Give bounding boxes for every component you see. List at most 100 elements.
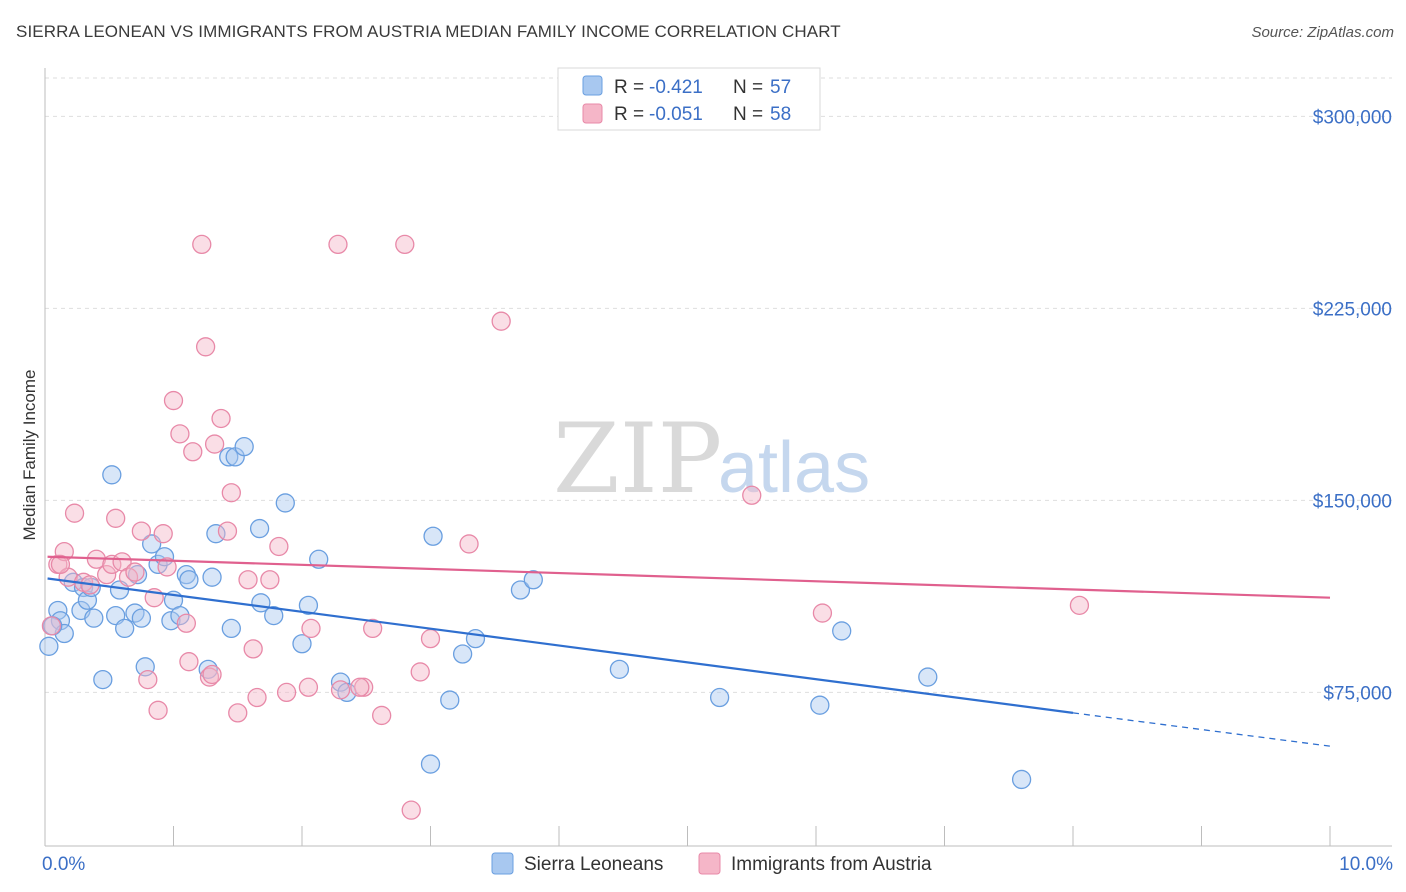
point-austria: [153, 524, 173, 544]
point-sierra-leonean: [176, 564, 197, 585]
point-sierra-leonean: [298, 595, 319, 616]
legend-n-value-pink: 58: [770, 104, 791, 125]
point-austria: [298, 677, 319, 697]
point-austria: [195, 337, 216, 357]
point-austria: [170, 424, 190, 444]
point-austria: [50, 554, 71, 575]
point-austria: [350, 677, 370, 697]
point-sierra-leonean: [39, 636, 59, 656]
point-austria: [179, 652, 199, 672]
point-austria: [97, 564, 117, 585]
point-sierra-leonean: [1011, 769, 1032, 790]
point-sierra-leonean: [179, 570, 199, 590]
point-austria: [163, 390, 184, 411]
trend-lines: [47, 555, 1331, 747]
point-austria: [269, 536, 289, 557]
point-austria: [372, 705, 392, 726]
watermark-atlas: atlas: [718, 428, 870, 508]
point-austria: [106, 508, 126, 528]
legend-r-value-blue: -0.421: [649, 77, 703, 98]
point-sierra-leonean: [170, 605, 190, 626]
point-austria: [131, 521, 152, 541]
point-sierra-leonean: [609, 659, 630, 680]
point-sierra-leonean: [77, 590, 98, 610]
point-sierra-leonean: [523, 570, 543, 590]
point-sierra-leonean: [221, 618, 241, 639]
point-sierra-leonean: [115, 618, 135, 639]
point-sierra-leonean: [206, 524, 226, 544]
point-sierra-leonean: [249, 518, 270, 539]
point-austria: [228, 703, 248, 723]
watermark: ZIP atlas: [553, 403, 870, 515]
y-tick-labels: $75,000 $150,000 $225,000 $300,000: [1313, 107, 1392, 704]
point-sierra-leonean: [234, 436, 254, 457]
point-sierra-leonean: [465, 628, 486, 649]
point-sierra-leonean: [452, 644, 473, 664]
point-sierra-leonean: [292, 634, 312, 654]
point-sierra-leonean: [510, 580, 531, 600]
grid-lines: [45, 77, 1392, 693]
point-austria: [211, 408, 231, 429]
point-austria: [64, 503, 85, 523]
point-sierra-leonean: [219, 447, 239, 467]
point-austria: [459, 534, 479, 554]
legend-bottom-label-pink: Immigrants from Austria: [731, 854, 932, 875]
y-tick-label: $150,000: [1313, 491, 1392, 512]
point-sierra-leonean: [275, 493, 295, 513]
point-austria: [217, 521, 238, 541]
point-austria: [243, 639, 263, 659]
point-austria: [328, 234, 348, 255]
point-austria: [363, 618, 383, 639]
point-austria: [330, 680, 351, 700]
point-austria: [199, 667, 220, 687]
legend-n-label-pink: N =: [733, 104, 763, 125]
point-sierra-leonean: [810, 695, 830, 715]
point-austria: [125, 562, 145, 582]
point-sierra-leonean: [93, 669, 113, 690]
point-sierra-leonean: [161, 611, 181, 631]
point-austria: [192, 234, 212, 255]
point-sierra-leonean: [420, 754, 441, 774]
trend-line-sierra-leoneans-extension: [1072, 712, 1331, 747]
point-sierra-leonean: [440, 690, 460, 710]
point-austria: [157, 557, 177, 577]
series-austria-points: [41, 234, 1090, 820]
legend-r-value-pink: -0.051: [649, 104, 703, 125]
legend-swatch-blue: [582, 75, 603, 96]
legend-r-label-pink: R =: [614, 104, 644, 125]
legend-top: R = -0.421 N = 57 R = -0.051 N = 58: [557, 67, 821, 131]
legend-r-label-blue: R =: [614, 77, 644, 98]
point-sierra-leonean: [423, 526, 443, 546]
legend-bottom-swatch-blue: [491, 852, 514, 875]
point-austria: [401, 800, 421, 820]
trend-line-austria: [47, 555, 1331, 599]
point-austria: [420, 628, 441, 649]
point-austria: [118, 567, 139, 587]
point-austria: [202, 664, 222, 685]
point-austria: [491, 311, 511, 331]
legend-swatch-pink: [582, 103, 603, 124]
y-axis-title: Median Family Income: [20, 369, 39, 540]
point-sierra-leonean: [202, 567, 222, 587]
point-austria: [221, 483, 241, 503]
series-sierra-leoneans-points: [39, 436, 1032, 790]
point-sierra-leonean: [264, 605, 284, 626]
point-austria: [183, 442, 203, 462]
point-sierra-leonean: [102, 465, 122, 485]
point-austria: [812, 603, 833, 623]
chart-title: SIERRA LEONEAN VS IMMIGRANTS FROM AUSTRI…: [16, 22, 841, 41]
y-tick-label: $225,000: [1313, 299, 1392, 320]
point-sierra-leonean: [309, 549, 329, 569]
legend-bottom: Sierra Leoneans Immigrants from Austria: [491, 852, 932, 875]
x-tick-label-min: 0.0%: [42, 854, 85, 875]
legend-n-label-blue: N =: [733, 77, 763, 98]
point-sierra-leonean: [131, 608, 152, 628]
point-austria: [395, 234, 415, 255]
y-tick-label: $75,000: [1323, 683, 1392, 704]
axes: [44, 68, 1392, 847]
point-austria: [260, 570, 280, 590]
point-austria: [138, 669, 158, 690]
point-austria: [41, 616, 62, 636]
point-austria: [148, 700, 168, 720]
